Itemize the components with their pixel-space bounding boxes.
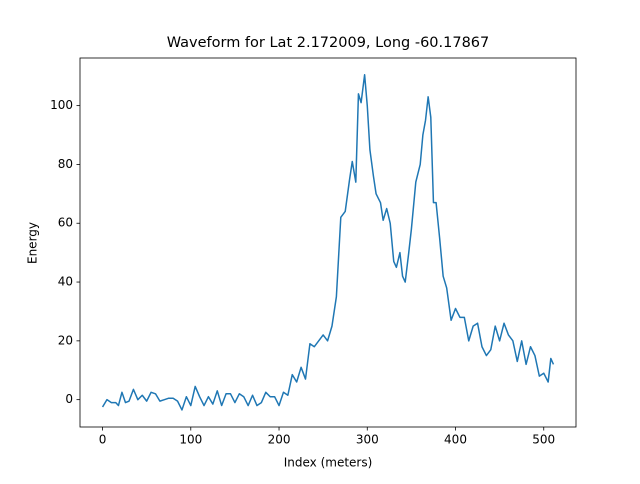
x-tick-label: 300: [356, 433, 379, 447]
data-line: [101, 74, 555, 411]
y-tick-label: 80: [58, 157, 73, 171]
plot-frame: [79, 57, 577, 428]
y-tick-label: 100: [50, 98, 73, 112]
y-tick-label: 0: [65, 392, 73, 406]
x-axis-label: Index (meters): [284, 456, 373, 470]
y-tick-label: 20: [58, 333, 73, 347]
y-tick-label: 40: [58, 275, 73, 289]
chart-title: Waveform for Lat 2.172009, Long -60.1786…: [167, 35, 490, 51]
y-tick-label: 60: [58, 216, 73, 230]
x-tick-label: 500: [532, 433, 555, 447]
x-tick-label: 400: [444, 433, 467, 447]
y-axis-label: Energy: [26, 222, 40, 264]
x-tick-label: 100: [179, 433, 202, 447]
x-tick-label: 200: [268, 433, 291, 447]
x-tick-label: 0: [99, 433, 107, 447]
